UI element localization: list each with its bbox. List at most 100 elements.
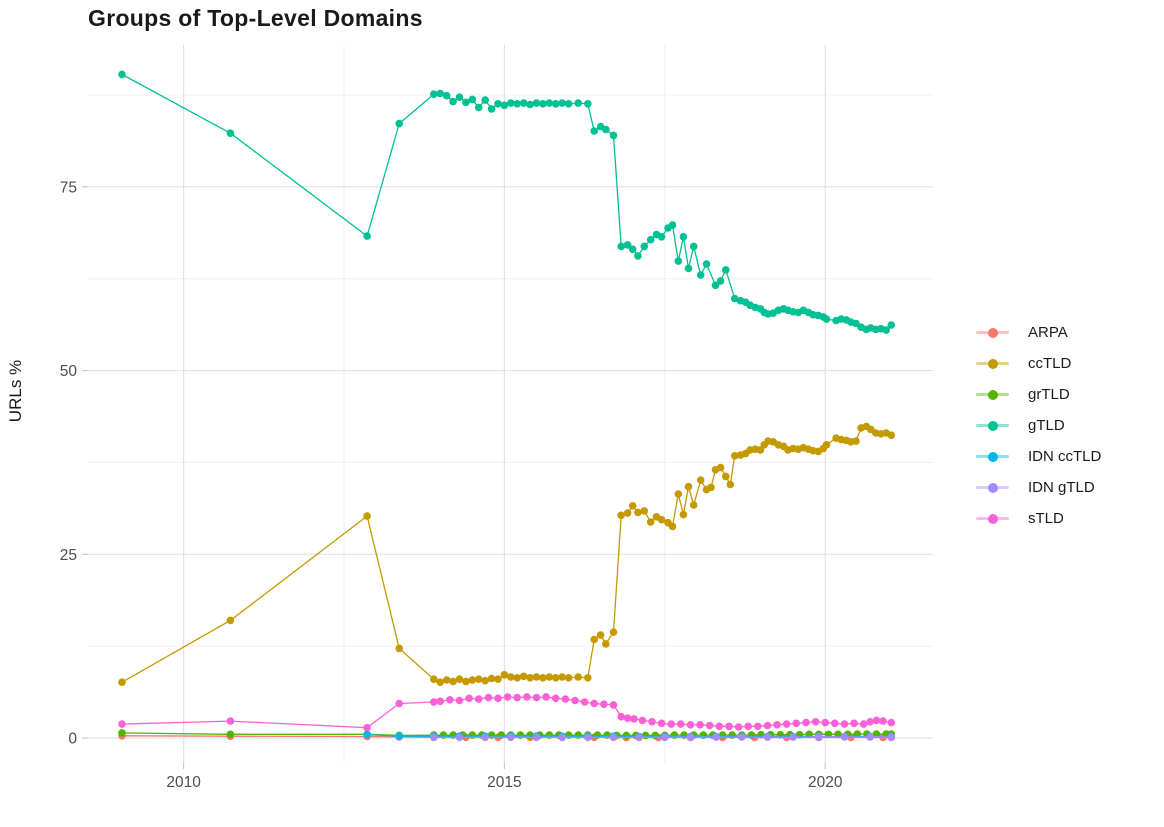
data-point-ccTLD (634, 508, 642, 517)
legend-item-idn-gtld: IDN gTLD (976, 472, 1101, 503)
data-point-sTLD (580, 698, 589, 706)
data-point-grTLD (118, 729, 126, 737)
data-point-sTLD (872, 716, 881, 725)
data-point-IDN gTLD (635, 733, 643, 742)
data-point-ccTLD (602, 640, 610, 648)
data-point-sTLD (696, 721, 704, 729)
data-point-ccTLD (617, 511, 625, 520)
data-point-sTLD (446, 696, 454, 704)
data-point-ccTLD (449, 677, 457, 686)
data-point-sTLD (484, 693, 493, 702)
x-tick-label: 2020 (808, 774, 843, 791)
data-point-sTLD (715, 722, 724, 731)
data-point-ccTLD (226, 616, 235, 625)
data-point-sTLD (226, 717, 235, 725)
data-point-IDN gTLD (686, 733, 695, 741)
x-tick-label: 2015 (487, 774, 521, 791)
data-point-IDN gTLD (840, 733, 849, 741)
data-point-gTLD (646, 235, 655, 244)
legend-label-idn-cctld: IDN ccTLD (1028, 448, 1102, 465)
data-point-sTLD (831, 719, 839, 728)
data-point-sTLD (571, 696, 579, 705)
data-point-gTLD (462, 98, 470, 107)
data-point-gTLD (436, 89, 445, 98)
data-point-gTLD (716, 277, 725, 285)
data-point-grTLD (699, 731, 708, 739)
legend-key-stld-icon (976, 503, 1009, 534)
data-point-sTLD (600, 700, 608, 708)
data-point-sTLD (887, 718, 896, 727)
legend-item-arpa: ARPA (976, 317, 1101, 348)
data-point-sTLD (840, 720, 849, 728)
data-point-gTLD (526, 100, 534, 109)
legend-key-grtld-icon (976, 379, 1009, 410)
data-point-sTLD (821, 718, 829, 727)
data-point-grTLD (622, 731, 631, 740)
data-point-ccTLD (513, 674, 521, 682)
data-point-sTLD (455, 696, 464, 705)
legend-key-idn-cctld-icon (976, 441, 1009, 472)
data-point-grTLD (728, 731, 736, 739)
data-point-ccTLD (363, 512, 371, 520)
data-point-gTLD (711, 281, 720, 290)
legend-item-idn-cctld: IDN ccTLD (976, 441, 1101, 472)
data-point-ccTLD (574, 673, 582, 681)
data-point-IDN gTLD (558, 733, 566, 742)
data-point-sTLD (590, 699, 598, 708)
data-point-gTLD (487, 105, 496, 113)
data-point-gTLD (468, 95, 477, 104)
data-point-ccTLD (657, 515, 666, 524)
data-point-grTLD (718, 731, 727, 739)
data-point-gTLD (882, 326, 890, 334)
y-tick-label: 0 (68, 731, 77, 748)
data-point-ccTLD (646, 518, 655, 526)
data-point-ccTLD (674, 490, 683, 498)
data-point-sTLD (677, 720, 685, 728)
data-point-sTLD (430, 698, 438, 706)
data-point-sTLD (850, 719, 858, 728)
data-point-ccTLD (395, 644, 404, 653)
data-point-gTLD (617, 242, 625, 251)
data-point-sTLD (363, 723, 371, 732)
data-point-ccTLD (707, 483, 715, 492)
data-point-sTLD (657, 719, 666, 728)
data-point-gTLD (689, 242, 698, 251)
data-point-ccTLD (545, 673, 554, 681)
data-point-sTLD (782, 720, 791, 728)
data-point-ccTLD (590, 635, 598, 644)
data-point-ccTLD (539, 674, 547, 682)
data-point-sTLD (617, 712, 625, 721)
data-point-ccTLD (609, 628, 618, 636)
data-point-ccTLD (564, 674, 573, 682)
x-tick-label: 2010 (166, 774, 201, 791)
data-point-gTLD (551, 100, 560, 108)
data-point-gTLD (634, 252, 642, 260)
data-point-ccTLD (558, 673, 566, 681)
data-point-sTLD (503, 693, 512, 701)
data-point-ccTLD (494, 675, 502, 683)
data-point-ccTLD (668, 522, 677, 531)
data-point-gTLD (822, 315, 831, 323)
data-point-ccTLD (584, 674, 592, 682)
data-point-gTLD (623, 241, 632, 249)
data-point-grTLD (641, 731, 650, 740)
data-point-IDN gTLD (712, 733, 720, 741)
data-point-ccTLD (455, 675, 464, 683)
data-point-gTLD (226, 129, 235, 137)
data-point-sTLD (532, 693, 541, 702)
data-point-gTLD (674, 257, 683, 265)
y-axis-label: URLs % (6, 359, 25, 423)
data-point-gTLD (363, 232, 371, 240)
data-point-gTLD (532, 99, 541, 107)
data-point-ccTLD (532, 673, 541, 681)
data-point-gTLD (602, 125, 610, 134)
data-point-sTLD (773, 721, 781, 729)
data-point-sTLD (513, 693, 521, 702)
data-point-gTLD (481, 96, 490, 104)
data-point-sTLD (630, 715, 638, 723)
y-tick-label: 75 (60, 179, 77, 196)
data-point-gTLD (500, 101, 509, 110)
data-point-ccTLD (730, 452, 739, 460)
data-point-ccTLD (468, 676, 477, 684)
